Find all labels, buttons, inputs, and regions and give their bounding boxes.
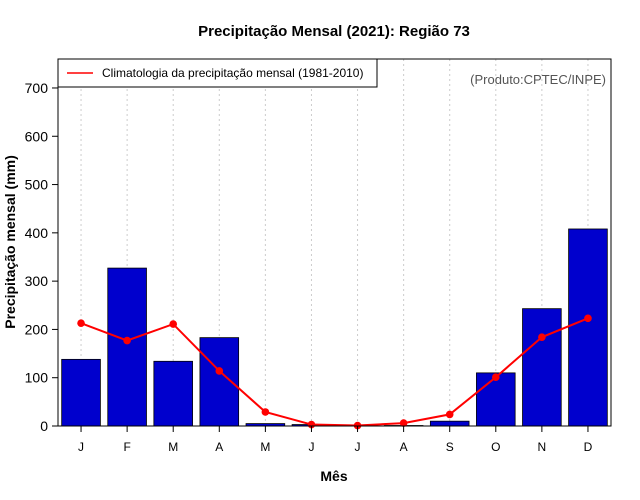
legend-label: Climatologia da precipitação mensal (198…: [102, 66, 363, 80]
bar-j-0: [61, 358, 101, 427]
x-axis-title: Mês: [320, 468, 347, 484]
y-axis-title: Precipitação mensal (mm): [2, 155, 18, 329]
x-tick-label: O: [491, 440, 500, 454]
source-annotation: (Produto:CPTEC/INPE): [470, 72, 606, 87]
bar-s-8: [429, 420, 470, 427]
y-tick-label: 100: [25, 370, 49, 386]
climatology-line: [80, 317, 589, 427]
bar-m-2: [153, 360, 193, 427]
bar-d-11: [568, 228, 608, 427]
x-tick-label: J: [355, 440, 361, 454]
y-tick-label: 600: [25, 128, 49, 144]
legend-box: [57, 58, 378, 88]
x-tick-label: A: [215, 440, 223, 454]
climatology-point: [445, 410, 454, 419]
y-tick-label: 500: [25, 177, 49, 193]
x-tick-label: N: [538, 440, 547, 454]
climatology-point: [77, 319, 85, 327]
bar-f-1: [107, 267, 147, 427]
climatology-point: [584, 314, 592, 323]
x-tick-label: M: [168, 440, 178, 454]
bar-series: [61, 228, 608, 427]
climatology-point: [399, 419, 408, 427]
x-tick-label: J: [308, 440, 314, 454]
climatology-point: [491, 373, 500, 382]
climatology-point: [538, 333, 546, 341]
x-tick-label: D: [584, 440, 593, 454]
climatology-point: [123, 336, 131, 345]
x-tick-label: A: [400, 440, 408, 454]
x-tick-label: M: [260, 440, 270, 454]
x-tick-label: F: [123, 440, 130, 454]
y-tick-label: 300: [25, 273, 49, 289]
y-tick-label: 700: [25, 80, 49, 96]
legend: Climatologia da precipitação mensal (198…: [57, 58, 378, 88]
climatology-point: [261, 408, 270, 416]
x-tick-label: J: [78, 440, 84, 454]
climatology-series: [77, 314, 592, 430]
bar-n-10: [522, 308, 562, 427]
bar-o-9: [476, 372, 516, 427]
y-tick-label: 200: [25, 321, 49, 337]
chart-title: Precipitação Mensal (2021): Região 73: [198, 23, 470, 40]
x-tick-label: S: [446, 440, 454, 454]
axes: 0 100 200 300 400 500 600 700 J F M A M J J A S O N D: [25, 80, 593, 454]
climatology-point: [169, 320, 178, 328]
y-tick-label: 400: [25, 225, 49, 241]
climatology-point: [215, 367, 224, 375]
y-tick-label: 0: [40, 418, 48, 434]
